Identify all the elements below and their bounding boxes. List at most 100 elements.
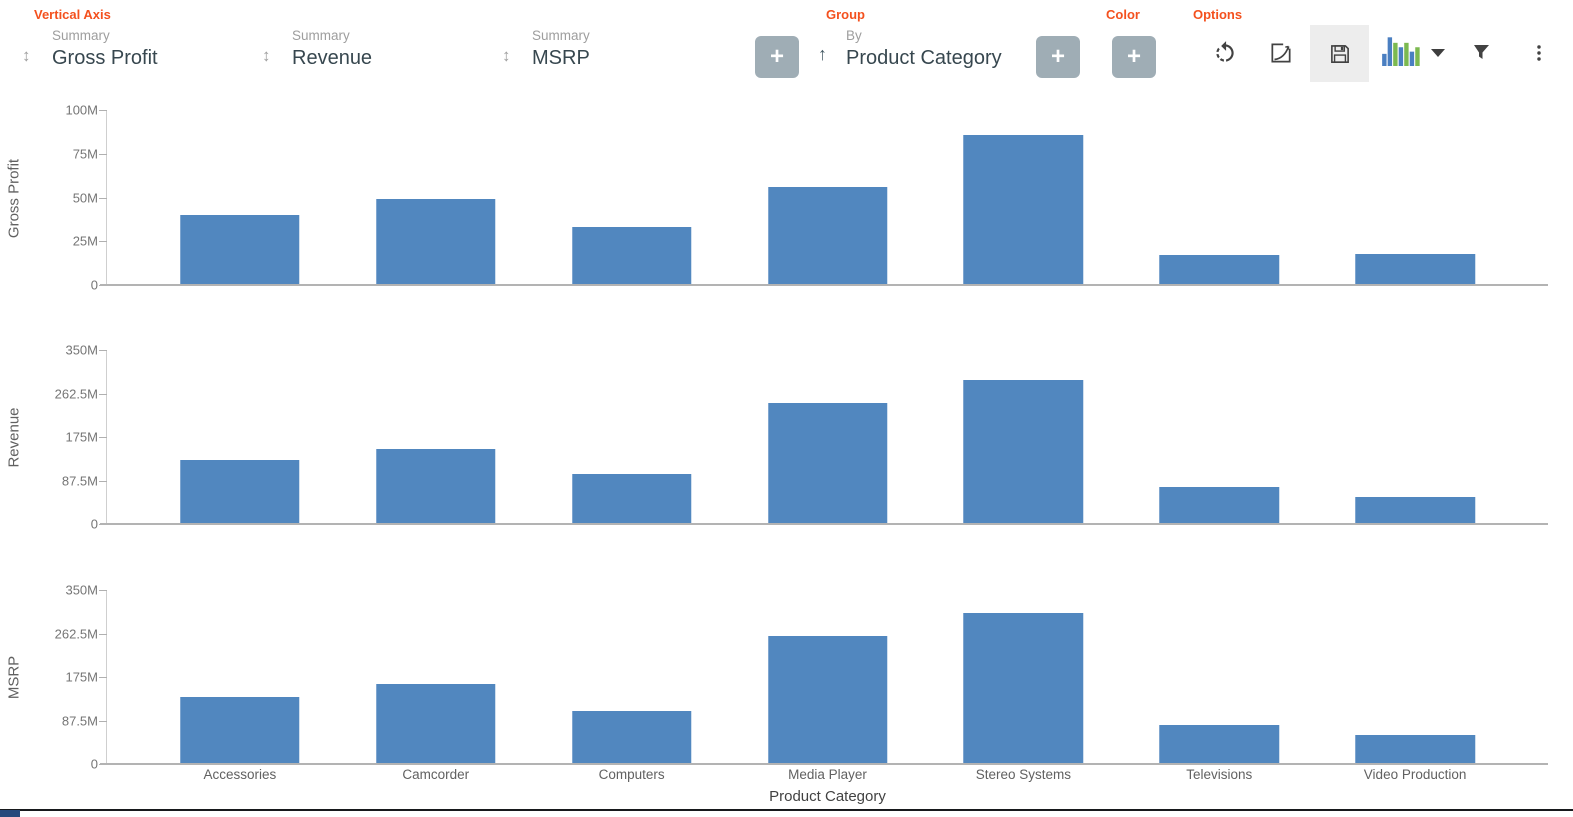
y-tick-mark	[99, 764, 107, 765]
y-tick-label: 75M	[72, 146, 98, 162]
x-axis-label-televisions: Televisions	[1186, 767, 1253, 782]
bar-slot	[925, 350, 1121, 524]
y-tick-label: 100M	[65, 102, 98, 118]
plot-area	[99, 110, 1548, 286]
bar-slot	[1121, 350, 1317, 524]
bar-gross-profit-camcorder[interactable]	[376, 199, 496, 285]
summary-field-value-revenue[interactable]: Revenue	[292, 47, 373, 69]
bar-revenue-computers[interactable]	[571, 474, 692, 524]
bar-msrp-camcorder[interactable]	[376, 684, 496, 764]
bar-revenue-media-player[interactable]	[767, 403, 888, 524]
y-tick-mark	[99, 677, 107, 678]
bar-slots	[107, 350, 1548, 524]
bar-slot	[925, 110, 1121, 285]
x-axis-label-video-production: Video Production	[1363, 767, 1467, 782]
plot-area	[99, 590, 1548, 765]
bar-revenue-televisions[interactable]	[1159, 486, 1279, 524]
chart-type-icon	[1382, 37, 1420, 66]
bar-slot	[1121, 590, 1317, 764]
sort-updown-icon[interactable]: ↕	[262, 46, 271, 65]
bar-slot	[534, 350, 730, 524]
x-axis-label-stereo-systems: Stereo Systems	[975, 767, 1072, 782]
y-axis-ticks: 350M 262.5M 175M 87.5M 0	[0, 583, 98, 772]
x-axis-title: Product Category	[769, 788, 886, 805]
summary-field-label: Summary	[52, 28, 110, 43]
bar-gross-profit-televisions[interactable]	[1159, 255, 1279, 285]
bar-slot	[1317, 110, 1513, 285]
bar-slots	[107, 110, 1548, 285]
y-tick-label: 50M	[72, 190, 98, 205]
bar-slot	[142, 110, 338, 285]
bar-msrp-computers[interactable]	[571, 711, 692, 764]
x-axis-label-media-player: Media Player	[788, 767, 867, 782]
bar-slot	[338, 350, 534, 524]
trend-curve-button[interactable]	[1266, 38, 1296, 68]
vertical-axis-section-label: Vertical Axis	[34, 7, 111, 22]
bar-revenue-accessories[interactable]	[180, 460, 300, 524]
bar-slot	[1317, 590, 1513, 764]
bar-msrp-televisions[interactable]	[1159, 724, 1279, 764]
summary-field-label: Summary	[532, 28, 590, 43]
color-section-label: Color	[1106, 7, 1140, 22]
group-by-value[interactable]: Product Category	[846, 47, 1002, 69]
bar-msrp-media-player[interactable]	[767, 636, 888, 764]
bar-revenue-video-production[interactable]	[1355, 496, 1475, 524]
undo-button[interactable]	[1210, 38, 1240, 68]
bar-gross-profit-stereo-systems[interactable]	[963, 134, 1084, 285]
y-tick-label: 350M	[65, 582, 98, 598]
x-axis-labels: Accessories Camcorder Computers Media Playe…	[107, 767, 1548, 782]
y-tick-mark	[99, 480, 107, 482]
bar-msrp-accessories[interactable]	[180, 697, 300, 764]
summary-field-value-gross-profit[interactable]: Gross Profit	[52, 47, 158, 69]
more-options-button[interactable]	[1524, 38, 1554, 68]
bar-gross-profit-video-production[interactable]	[1355, 253, 1475, 285]
y-tick-label: 262.5M	[54, 626, 98, 641]
add-summary-button[interactable]: +	[755, 36, 799, 78]
group-sort-arrow-icon[interactable]: ↑	[818, 44, 827, 64]
y-tick-mark	[99, 241, 107, 243]
y-tick-mark	[99, 437, 107, 438]
undo-icon	[1216, 41, 1234, 62]
bar-msrp-video-production[interactable]	[1355, 735, 1475, 764]
gross-profit-chart: Gross Profit 100M 75M 50M 25M 0	[0, 103, 1573, 293]
y-tick-mark	[99, 393, 107, 395]
add-group-button[interactable]: +	[1036, 36, 1080, 78]
y-tick-mark	[99, 720, 107, 722]
y-axis-ticks: 350M 262.5M 175M 87.5M 0	[0, 343, 98, 532]
group-by-label: By	[846, 28, 862, 43]
bottom-border	[0, 809, 1573, 811]
bar-slot	[925, 590, 1121, 764]
add-color-button[interactable]: +	[1112, 36, 1156, 78]
y-tick-mark	[99, 350, 107, 351]
more-vertical-icon	[1537, 45, 1541, 61]
bar-slot	[338, 590, 534, 764]
bar-revenue-stereo-systems[interactable]	[963, 379, 1084, 524]
bar-gross-profit-accessories[interactable]	[180, 215, 300, 285]
bar-slot	[534, 110, 730, 285]
bar-slot	[142, 590, 338, 764]
filter-button[interactable]	[1466, 38, 1496, 68]
filter-icon	[1474, 45, 1489, 59]
x-axis-label-camcorder: Camcorder	[402, 767, 470, 782]
bar-gross-profit-computers[interactable]	[571, 227, 692, 285]
group-section-label: Group	[826, 7, 865, 22]
revenue-chart: Revenue 350M 262.5M 175M 87.5M 0	[0, 343, 1573, 532]
y-tick-mark	[99, 633, 107, 635]
save-button[interactable]	[1310, 25, 1369, 82]
summary-field-value-msrp[interactable]: MSRP	[532, 47, 590, 69]
bar-gross-profit-media-player[interactable]	[767, 187, 888, 285]
summary-field-revenue: ↕ Summary Revenue	[262, 28, 372, 70]
trend-curve-icon	[1271, 43, 1291, 63]
sort-updown-icon[interactable]: ↕	[22, 46, 31, 65]
bar-revenue-camcorder[interactable]	[376, 448, 496, 524]
horizontal-scrollbar-thumb[interactable]	[0, 810, 20, 817]
x-axis-label-accessories: Accessories	[203, 767, 277, 782]
bar-msrp-stereo-systems[interactable]	[963, 613, 1084, 764]
chart-type-button[interactable]	[1381, 34, 1445, 66]
y-tick-label: 25M	[72, 233, 98, 249]
summary-field-gross-profit: ↕ Summary Gross Profit	[22, 28, 158, 70]
sort-updown-icon[interactable]: ↕	[502, 46, 511, 65]
y-tick-mark	[99, 110, 107, 111]
y-tick-mark	[99, 590, 107, 591]
